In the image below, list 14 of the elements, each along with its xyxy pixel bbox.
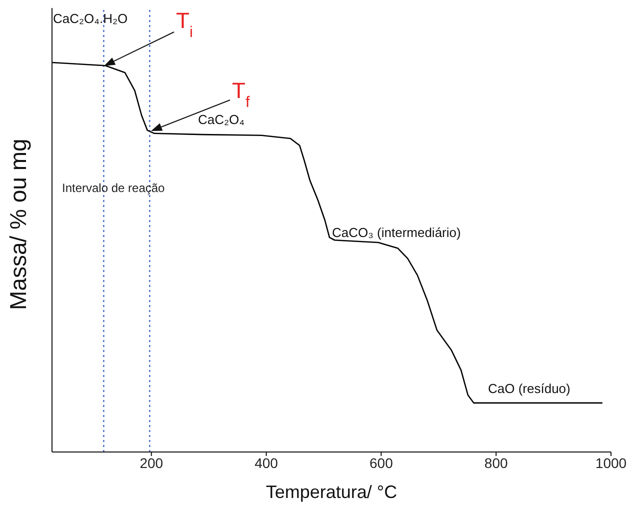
annotation: CaO (resíduo) xyxy=(488,381,570,396)
x-tick-label: 800 xyxy=(484,454,508,471)
annotation: Intervalo de reação xyxy=(62,181,166,195)
x-axis-title: Temperatura/ °C xyxy=(266,482,398,502)
text: CaC₂O₄.H₂O xyxy=(53,11,128,26)
y-axis-title: Massa/ % ou mg xyxy=(5,138,32,310)
x-tick-label: 1000 xyxy=(595,454,627,471)
x-tick-label: 600 xyxy=(370,454,394,471)
x-tick-label: 200 xyxy=(140,454,164,471)
annotation: CaCO₃ (intermediário) xyxy=(332,225,461,240)
text: T$_{i}$ xyxy=(176,8,193,40)
x-tick-label: 400 xyxy=(254,454,278,471)
annotation: T$_{f}$ xyxy=(232,78,250,110)
annotation: CaC₂O₄ xyxy=(198,112,244,127)
